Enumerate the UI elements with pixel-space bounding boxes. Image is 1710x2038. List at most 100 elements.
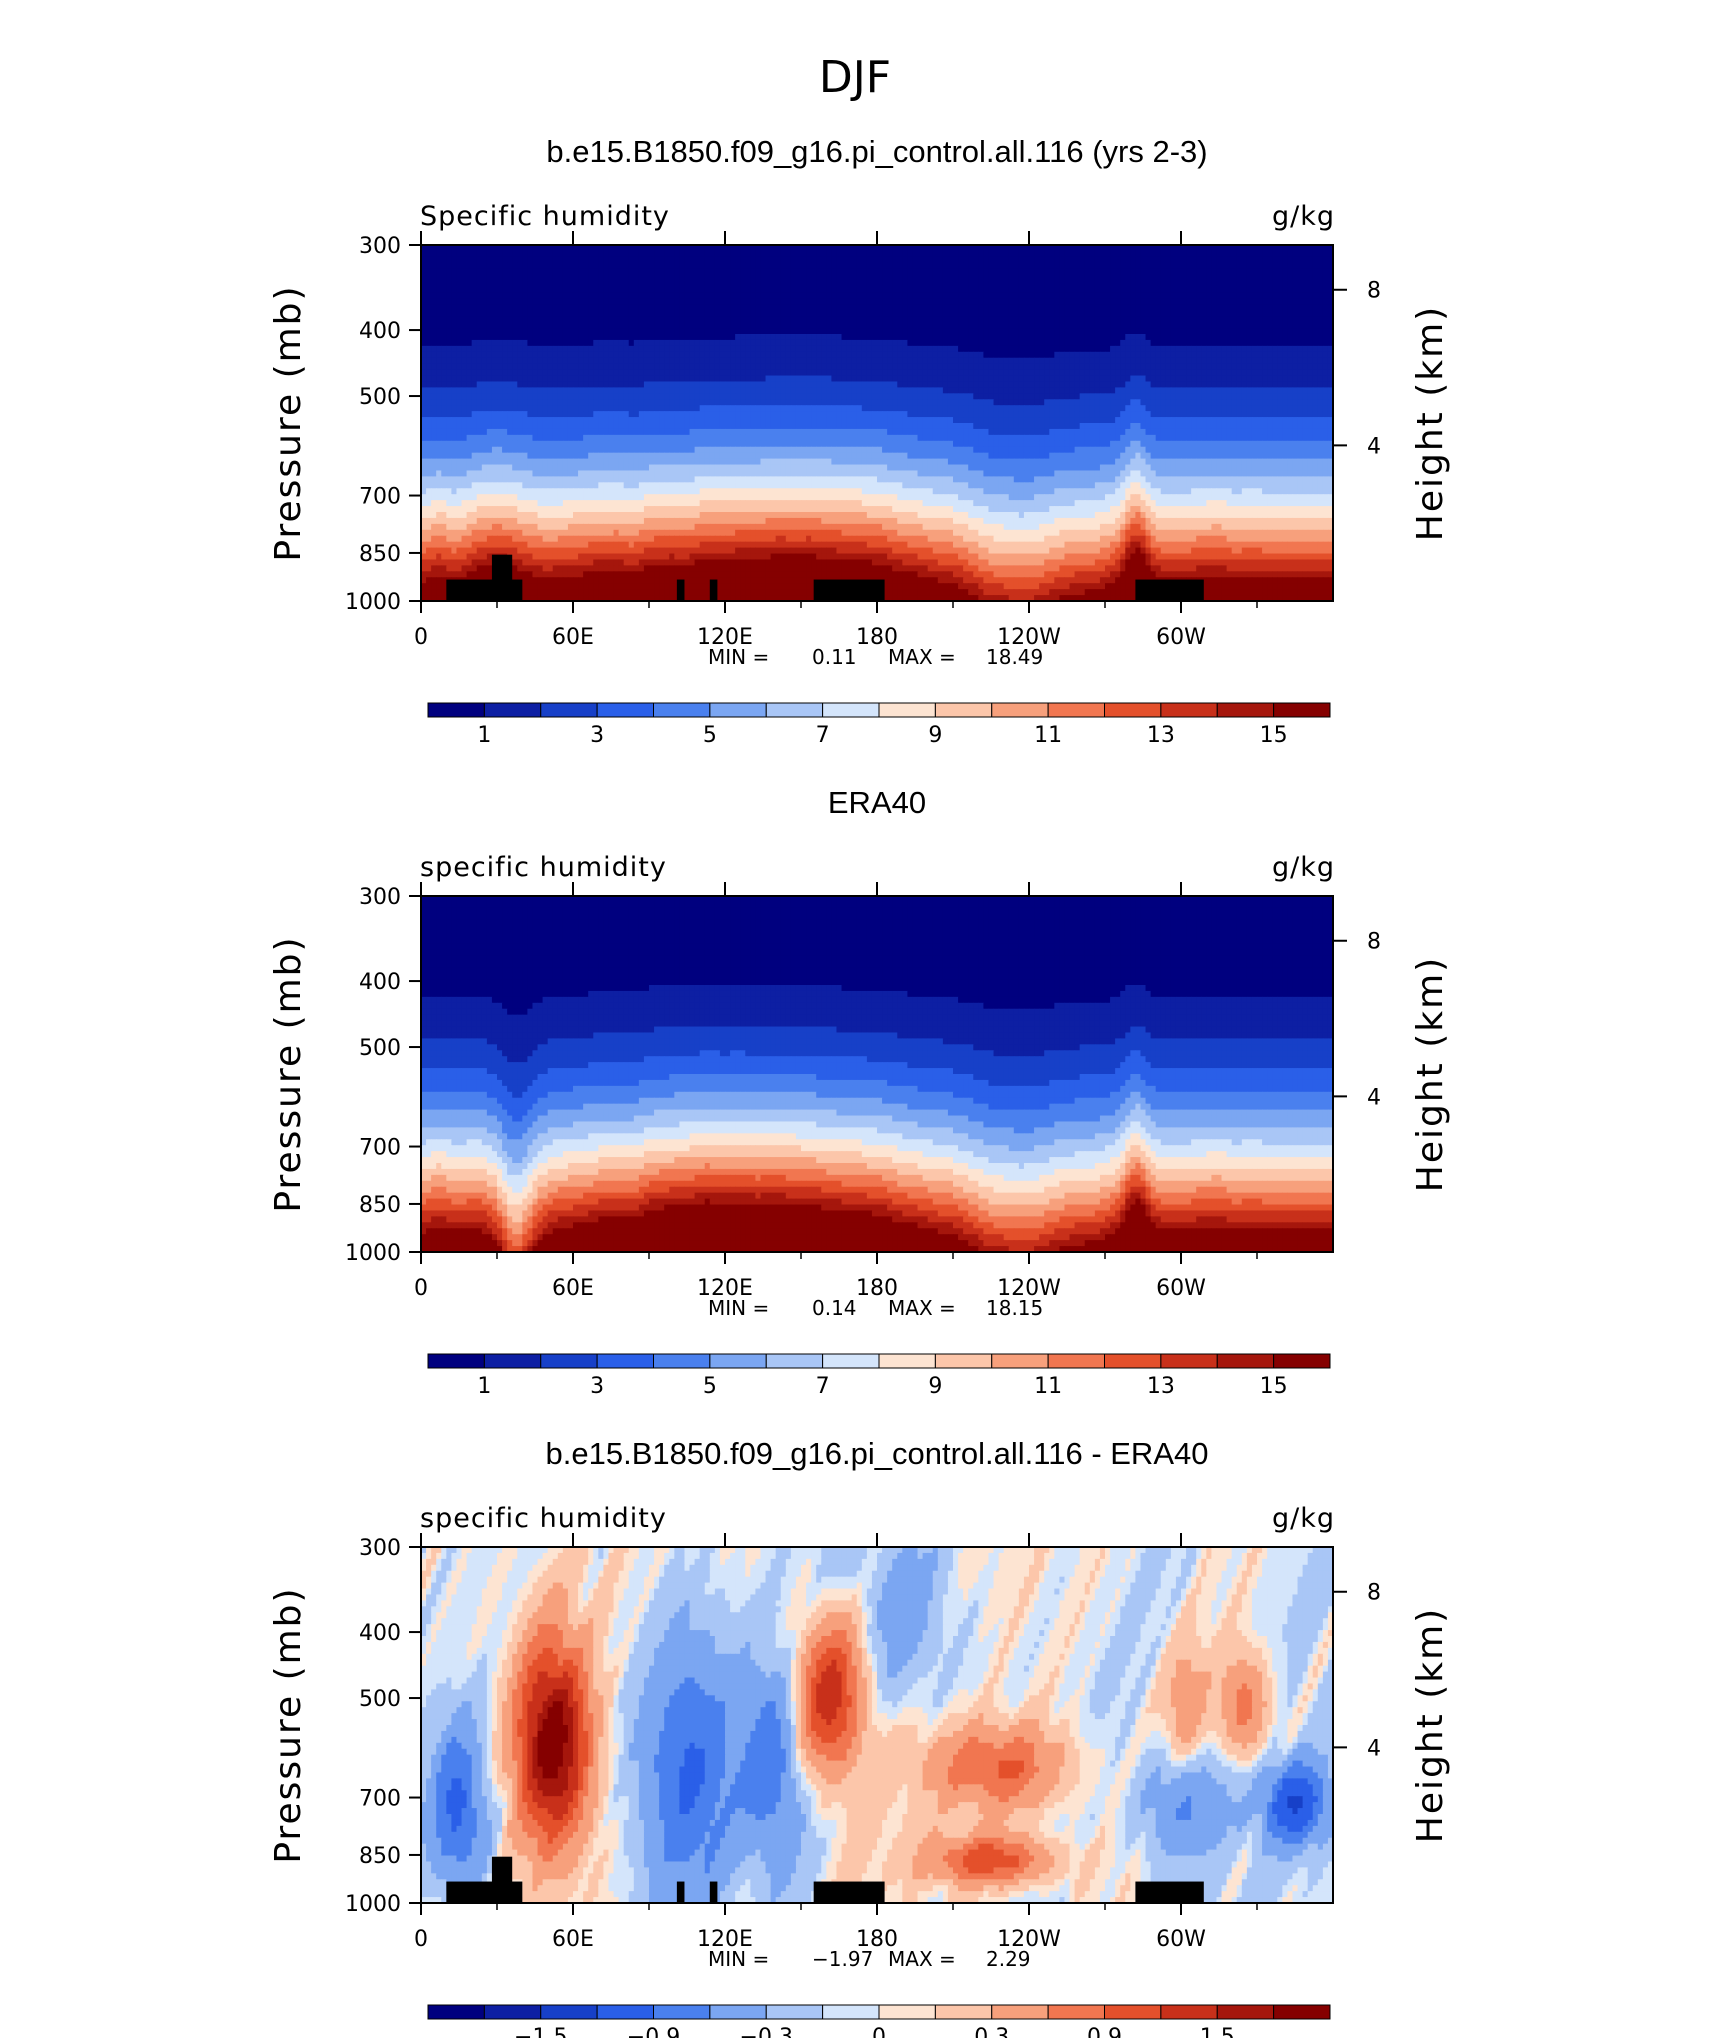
contour-cell: [1044, 256, 1050, 264]
contour-cell: [871, 268, 878, 276]
contour-cell: [795, 381, 802, 388]
contour-cell: [866, 280, 873, 288]
contour-cell: [1267, 369, 1273, 377]
contour-cell: [684, 399, 691, 406]
contour-cell: [573, 405, 579, 412]
contour-cell: [1049, 245, 1055, 252]
contour-cell: [654, 286, 660, 294]
contour-cell: [1150, 245, 1157, 252]
contour-cell: [922, 345, 929, 353]
contour-cell: [704, 351, 711, 359]
contour-cell: [1307, 262, 1314, 270]
contour-cell: [831, 268, 838, 276]
contour-cell: [831, 328, 838, 335]
contour-cell: [532, 268, 539, 276]
contour-cell: [557, 351, 564, 359]
contour-cell: [1094, 345, 1101, 353]
contour-cell: [436, 274, 442, 282]
contour-cell: [902, 339, 908, 347]
contour-cell: [1130, 363, 1136, 371]
contour-cell: [806, 387, 812, 394]
contour-cell: [887, 363, 893, 371]
contour-cell: [780, 363, 787, 371]
contour-cell: [618, 280, 625, 288]
contour-cell: [618, 286, 625, 294]
contour-cell: [983, 274, 990, 282]
contour-cell: [836, 256, 843, 264]
contour-cell: [466, 328, 473, 335]
contour-cell: [1196, 316, 1202, 323]
contour-cell: [897, 339, 903, 347]
contour-cell: [643, 381, 650, 388]
contour-cell: [811, 322, 817, 329]
contour-cell: [725, 292, 731, 299]
contour-cell: [826, 363, 832, 371]
contour-cell: [1307, 351, 1314, 359]
contour-cell: [1155, 399, 1162, 406]
contour-cell: [765, 363, 772, 371]
contour-cell: [942, 399, 949, 406]
contour-cell: [1013, 262, 1020, 270]
contour-cell: [953, 250, 959, 258]
contour-cell: [922, 322, 929, 329]
contour-cell: [1029, 345, 1035, 353]
contour-cell: [1221, 262, 1228, 270]
contour-cell: [993, 328, 1000, 335]
contour-cell: [497, 262, 503, 270]
contour-cell: [780, 286, 787, 294]
contour-cell: [907, 381, 914, 388]
contour-cell: [593, 363, 599, 371]
contour-cell: [603, 310, 610, 317]
contour-cell: [811, 298, 817, 305]
contour-cell: [1307, 316, 1314, 323]
contour-cell: [1049, 345, 1055, 353]
contour-cell: [983, 405, 990, 412]
contour-cell: [1236, 369, 1243, 377]
contour-cell: [1196, 393, 1202, 400]
contour-cell: [775, 328, 782, 335]
contour-cell: [689, 262, 696, 270]
contour-cell: [1054, 256, 1060, 264]
contour-cell: [790, 369, 797, 377]
contour-cell: [1099, 292, 1106, 299]
contour-cell: [507, 328, 513, 335]
contour-cell: [633, 268, 640, 276]
contour-cell: [897, 304, 903, 311]
contour-cell: [1160, 387, 1167, 394]
contour-cell: [502, 334, 508, 341]
contour-cell: [1272, 322, 1278, 329]
contour-cell: [1246, 322, 1253, 329]
contour-cell: [1241, 351, 1248, 359]
contour-cell: [846, 363, 853, 371]
contour-cell: [1191, 357, 1197, 365]
contour-cell: [942, 298, 949, 305]
contour-cell: [968, 304, 974, 311]
contour-cell: [1049, 280, 1055, 288]
contour-cell: [831, 357, 838, 365]
contour-cell: [917, 280, 924, 288]
contour-cell: [750, 393, 756, 400]
contour-cell: [1044, 357, 1050, 365]
contour-cell: [1155, 351, 1162, 359]
contour-cell: [1272, 245, 1278, 252]
contour-cell: [512, 363, 518, 371]
contour-cell: [573, 357, 579, 365]
contour-cell: [816, 316, 822, 323]
contour-cell: [1079, 268, 1086, 276]
contour-cell: [1292, 286, 1299, 294]
contour-cell: [689, 334, 696, 341]
contour-cell: [1120, 245, 1126, 252]
contour-cell: [1216, 245, 1223, 252]
contour-cell: [532, 298, 539, 305]
contour-cell: [517, 357, 523, 365]
contour-cell: [846, 322, 853, 329]
contour-cell: [1191, 310, 1197, 317]
contour-cell: [922, 292, 929, 299]
contour-cell: [486, 286, 493, 294]
contour-cell: [1069, 405, 1076, 412]
contour-cell: [755, 322, 762, 329]
contour-cell: [613, 351, 620, 359]
contour-cell: [1317, 286, 1324, 294]
contour-cell: [1241, 292, 1248, 299]
contour-cell: [1267, 298, 1273, 305]
